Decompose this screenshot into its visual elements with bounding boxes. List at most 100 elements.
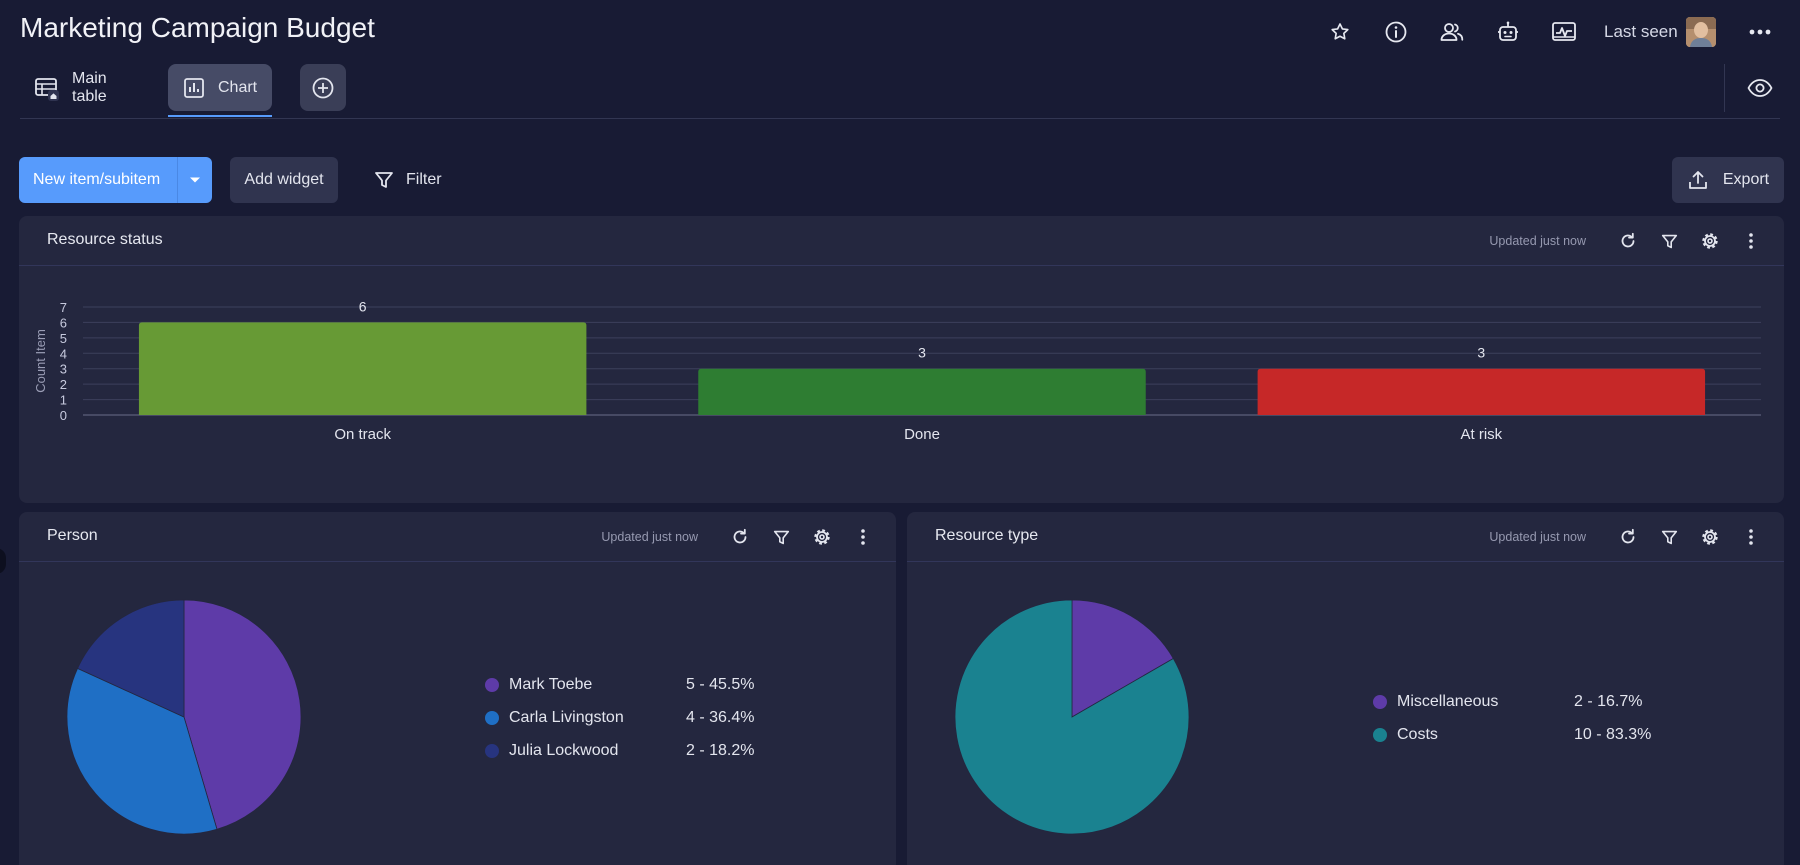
eye-button[interactable]	[1740, 68, 1780, 108]
export-button[interactable]: Export	[1672, 157, 1784, 203]
header-divider	[20, 118, 1780, 119]
widget-person: Person Updated just now Mark Toebe 5 - 45…	[19, 512, 896, 865]
legend-dot	[485, 744, 499, 758]
widget-actions: Updated just now	[1489, 524, 1764, 550]
bar[interactable]	[1257, 368, 1706, 415]
legend-item[interactable]: Carla Livingston	[485, 709, 624, 727]
widget-title: Resource status	[47, 231, 163, 248]
gear-icon[interactable]	[1697, 228, 1723, 254]
tab-chart-label: Chart	[218, 78, 258, 96]
chart-icon	[182, 76, 218, 100]
legend-item[interactable]: Miscellaneous	[1373, 693, 1498, 711]
bar-value-label: 3	[1477, 345, 1485, 361]
new-item-button[interactable]: New item/subitem	[19, 157, 212, 203]
filter-icon[interactable]	[1656, 228, 1682, 254]
more-vertical-icon[interactable]	[1738, 228, 1764, 254]
y-tick-label: 5	[60, 331, 67, 346]
add-widget-button[interactable]: Add widget	[230, 157, 338, 203]
legend-dot	[485, 711, 499, 725]
legend-value: 2 - 18.2%	[686, 742, 755, 759]
more-icon[interactable]	[1744, 16, 1776, 48]
header-divider-vertical	[1724, 64, 1725, 112]
pie-slice[interactable]	[1071, 599, 1174, 718]
legend-value: 4 - 36.4%	[686, 709, 755, 726]
legend-dot	[485, 678, 499, 692]
legend-label: Julia Lockwood	[509, 742, 619, 759]
legend-label: Carla Livingston	[509, 709, 624, 726]
gear-icon[interactable]	[809, 524, 835, 550]
widget-actions: Updated just now	[601, 524, 876, 550]
tab-chart[interactable]: Chart	[168, 64, 272, 111]
pie-slice[interactable]	[66, 667, 218, 835]
refresh-icon[interactable]	[727, 524, 753, 550]
robot-icon[interactable]	[1492, 16, 1524, 48]
legend-label: Miscellaneous	[1397, 693, 1499, 710]
new-item-split	[177, 157, 178, 203]
bar[interactable]	[138, 322, 587, 415]
pie-slice[interactable]	[954, 599, 1190, 835]
last-seen-button[interactable]: Last seen	[1604, 16, 1678, 48]
legend-dot	[1373, 728, 1387, 742]
legend-value: 10 - 83.3%	[1574, 726, 1652, 743]
legend-item[interactable]: Mark Toebe	[485, 676, 592, 694]
filter-button[interactable]: Filter	[364, 157, 452, 203]
new-item-label: New item/subitem	[33, 171, 161, 188]
activity-icon[interactable]	[1548, 16, 1580, 48]
refresh-icon[interactable]	[1615, 228, 1641, 254]
y-tick-label: 6	[60, 315, 67, 330]
side-panel-handle[interactable]	[0, 548, 6, 574]
tab-main-table-label: Main table	[72, 69, 107, 105]
y-tick-label: 1	[60, 393, 67, 408]
x-tick-label: Done	[904, 426, 940, 443]
widget-actions: Updated just now	[1489, 228, 1764, 254]
filter-icon[interactable]	[768, 524, 794, 550]
widget-title: Person	[47, 527, 98, 544]
bar-value-label: 3	[918, 345, 926, 361]
bar-value-label: 6	[359, 298, 367, 314]
plus-circle-icon	[311, 76, 335, 100]
last-seen-label: Last seen	[1604, 22, 1678, 41]
bar[interactable]	[698, 368, 1146, 415]
upload-icon	[1687, 169, 1723, 191]
widget-header: Person Updated just now	[19, 512, 896, 562]
people-icon[interactable]	[1436, 16, 1468, 48]
refresh-icon[interactable]	[1615, 524, 1641, 550]
y-tick-label: 4	[60, 346, 67, 361]
filter-icon	[374, 170, 406, 190]
updated-text: Updated just now	[601, 530, 698, 544]
tab-main-table[interactable]: Main table	[20, 64, 156, 111]
star-icon[interactable]	[1324, 16, 1356, 48]
eye-icon	[1747, 78, 1773, 98]
person-pie-chart	[66, 599, 302, 835]
legend-label: Costs	[1397, 726, 1438, 743]
legend-item[interactable]: Costs	[1373, 726, 1438, 744]
x-tick-label: On track	[334, 426, 391, 443]
pie-slice[interactable]	[77, 599, 185, 718]
chevron-down-icon[interactable]	[178, 176, 212, 184]
add-view-button[interactable]	[300, 64, 346, 111]
y-tick-label: 2	[60, 377, 67, 392]
more-vertical-icon[interactable]	[1738, 524, 1764, 550]
legend-dot	[1373, 695, 1387, 709]
filter-icon[interactable]	[1656, 524, 1682, 550]
legend-item[interactable]: Julia Lockwood	[485, 742, 618, 760]
board-title: Marketing Campaign Budget	[20, 12, 375, 43]
y-tick-label: 7	[60, 300, 67, 315]
add-widget-label: Add widget	[244, 171, 324, 188]
updated-text: Updated just now	[1489, 234, 1586, 248]
export-label: Export	[1722, 171, 1770, 188]
more-vertical-icon[interactable]	[850, 524, 876, 550]
filter-label: Filter	[406, 171, 442, 188]
pie-slice[interactable]	[183, 599, 302, 830]
widget-resource-type: Resource type Updated just now Miscellan…	[907, 512, 1784, 865]
y-axis-label: Count Item	[33, 329, 48, 393]
y-tick-label: 3	[60, 362, 67, 377]
legend-label: Mark Toebe	[509, 676, 593, 693]
info-icon[interactable]	[1380, 16, 1412, 48]
resource-type-pie-chart	[954, 599, 1190, 835]
x-tick-label: At risk	[1460, 426, 1502, 443]
legend-value: 5 - 45.5%	[686, 676, 755, 693]
avatar[interactable]	[1686, 17, 1716, 47]
gear-icon[interactable]	[1697, 524, 1723, 550]
